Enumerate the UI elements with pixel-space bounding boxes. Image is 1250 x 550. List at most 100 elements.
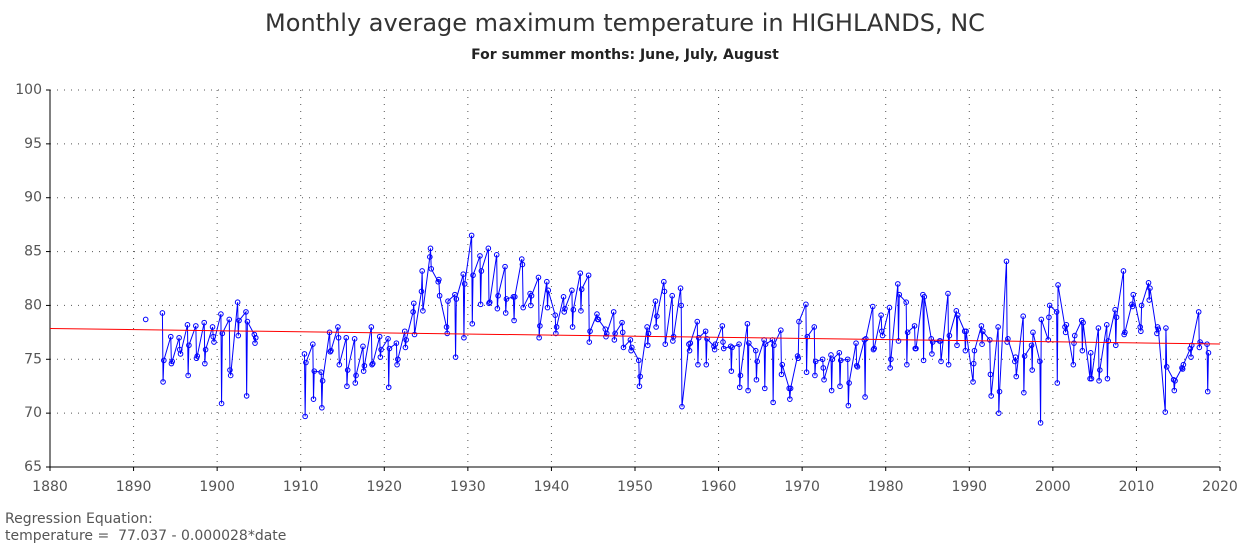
data-point xyxy=(837,357,844,364)
data-point xyxy=(1095,325,1102,331)
data-point xyxy=(736,341,742,348)
data-point xyxy=(686,341,692,348)
x-tick-label: 2020 xyxy=(1202,479,1238,495)
data-point xyxy=(1104,375,1111,382)
y-tick-label: 90 xyxy=(24,190,42,206)
data-point xyxy=(302,413,308,420)
annotation: temperature = 77.037 - 0.000028*date xyxy=(5,528,286,544)
data-point xyxy=(702,328,709,335)
data-point xyxy=(812,372,818,379)
data-point xyxy=(394,361,400,368)
data-point xyxy=(328,347,334,354)
data-point xyxy=(1062,329,1069,336)
data-point xyxy=(854,364,861,370)
x-tick-label: 1960 xyxy=(701,479,737,495)
data-point xyxy=(167,333,174,340)
data-point xyxy=(1205,350,1212,356)
data-point xyxy=(1187,345,1194,352)
data-point xyxy=(895,281,901,287)
data-point xyxy=(393,340,400,346)
data-point xyxy=(369,361,375,368)
data-point xyxy=(535,274,542,281)
data-point xyxy=(470,272,476,279)
data-point xyxy=(177,351,184,357)
data-point xyxy=(211,339,217,345)
data-point xyxy=(911,323,918,329)
data-point xyxy=(771,342,777,349)
x-tick-label: 1890 xyxy=(116,479,152,495)
data-point xyxy=(845,402,852,409)
data-point xyxy=(527,302,534,309)
data-point xyxy=(1038,316,1045,323)
data-point xyxy=(185,372,191,379)
data-point xyxy=(169,358,175,365)
data-point xyxy=(644,342,651,349)
data-point xyxy=(570,306,577,313)
data-point xyxy=(460,271,467,277)
x-tick-label: 1940 xyxy=(534,479,570,495)
data-point xyxy=(870,346,877,353)
data-point xyxy=(627,337,634,343)
data-point xyxy=(1172,378,1178,384)
data-point xyxy=(963,328,969,335)
data-point xyxy=(1063,322,1070,328)
data-point xyxy=(202,360,208,367)
data-point xyxy=(410,309,416,315)
data-point xyxy=(494,305,501,312)
data-point xyxy=(1138,302,1145,309)
data-point xyxy=(737,372,744,379)
data-point xyxy=(1088,375,1095,382)
data-point xyxy=(904,361,910,368)
x-tick-label: 1880 xyxy=(32,479,68,495)
data-point xyxy=(586,339,593,345)
data-point xyxy=(712,341,719,348)
series-line xyxy=(49,327,1221,345)
data-point xyxy=(537,323,543,329)
data-point xyxy=(803,301,809,308)
data-point xyxy=(978,323,985,329)
data-point xyxy=(427,245,434,252)
data-point xyxy=(493,252,500,258)
data-point xyxy=(803,369,810,376)
data-point xyxy=(654,313,660,320)
data-point xyxy=(1147,285,1153,291)
data-point xyxy=(512,294,518,300)
data-point xyxy=(970,360,977,367)
data-point xyxy=(159,310,166,316)
data-point xyxy=(861,337,868,343)
data-point xyxy=(862,394,868,400)
data-point xyxy=(987,371,994,378)
data-point xyxy=(1079,347,1086,354)
data-point xyxy=(1113,314,1120,321)
data-point xyxy=(1070,361,1077,368)
data-point xyxy=(209,324,216,330)
data-point xyxy=(887,365,893,371)
x-tick-label: 1950 xyxy=(617,479,653,495)
data-point xyxy=(545,287,552,294)
data-point xyxy=(335,334,342,341)
data-point xyxy=(837,383,843,390)
data-point xyxy=(595,316,602,323)
data-point xyxy=(402,344,409,351)
data-point xyxy=(243,309,249,315)
data-point xyxy=(686,347,693,354)
data-point xyxy=(336,361,343,368)
data-point xyxy=(511,317,517,324)
data-point xyxy=(585,272,592,279)
data-point xyxy=(1105,338,1111,344)
data-point xyxy=(871,345,877,352)
data-point xyxy=(319,378,326,384)
data-point xyxy=(344,367,351,373)
data-point xyxy=(201,319,207,326)
series-line xyxy=(161,235,1209,423)
data-point xyxy=(1012,354,1019,360)
data-point xyxy=(1071,340,1077,346)
y-tick-label: 85 xyxy=(24,244,42,260)
data-point xyxy=(787,385,794,392)
data-point xyxy=(752,347,759,354)
data-point xyxy=(436,276,442,283)
data-point xyxy=(1180,361,1187,368)
data-point xyxy=(1004,339,1010,345)
data-point xyxy=(886,304,893,311)
